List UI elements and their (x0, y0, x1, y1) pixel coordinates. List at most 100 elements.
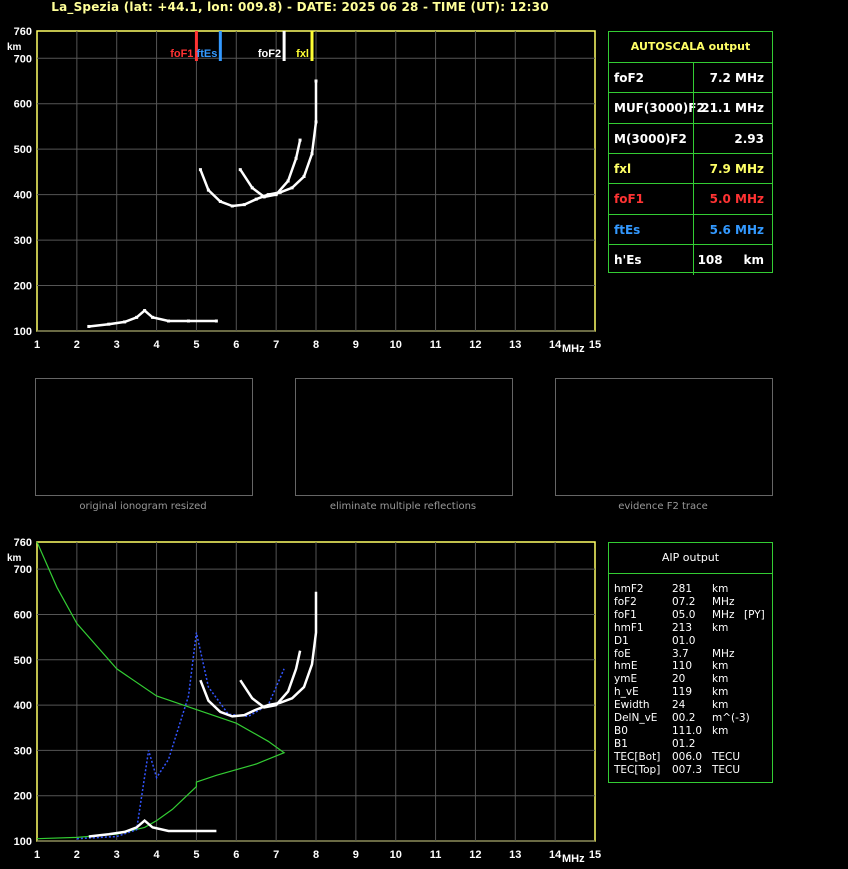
aip-value: 24 (672, 699, 686, 712)
aip-row: TEC[Bot] 006.0 TECU (614, 751, 769, 764)
x-tick-label: 9 (353, 849, 359, 861)
aip-panel: AIP output hmF2 281 km foF2 07.2 MHz foF1 05.0 M… (608, 542, 773, 783)
autoscala-row: foF2 7.2 MHz (609, 62, 772, 93)
aip-key: ymE (614, 673, 638, 686)
caption-eliminate: eliminate multiple reflections (329, 501, 477, 512)
aip-row: B0 111.0 km (614, 725, 769, 738)
x-tick-label: 11 (430, 339, 442, 351)
y-tick-label: 700 (14, 564, 32, 576)
x-tick-label: 2 (74, 339, 80, 351)
x-tick-label: 14 (549, 849, 562, 861)
aip-value: 00.2 (672, 712, 696, 724)
autoscala-key: M(3000)F2 (614, 131, 687, 146)
aip-row: hmF1 213 km (614, 622, 769, 635)
profile-series-0 (36, 541, 286, 840)
aip-row: hmF2 281 km (614, 583, 769, 596)
x-tick-label: 8 (313, 339, 319, 351)
autoscala-row: fxl 7.9 MHz (609, 152, 772, 184)
x-tick-label: 12 (469, 339, 481, 351)
y-tick-label: 500 (14, 144, 32, 156)
x-tick-label: 3 (114, 849, 120, 861)
autoscala-divider (693, 93, 694, 124)
aip-value: 119 (672, 686, 693, 699)
aip-key: B1 (614, 737, 628, 750)
x-tick-label: 15 (589, 849, 601, 861)
marker-label-ftEs: ftEs (197, 48, 218, 60)
aip-value: 281 (672, 583, 693, 595)
y-axis-label: km (7, 42, 22, 53)
x-tick-label: 9 (353, 339, 359, 351)
autoscala-divider (693, 123, 694, 154)
y-tick-label: 600 (14, 609, 32, 621)
x-tick-label: 6 (233, 849, 239, 861)
autoscala-divider (693, 153, 694, 184)
y-tick-label: 200 (14, 791, 32, 803)
x-axis-label: MHz (562, 853, 585, 865)
autoscala-key: ftEs (614, 222, 641, 237)
x-tick-label: 1 (34, 339, 40, 351)
x-tick-label: 6 (233, 339, 239, 351)
x-tick-label: 7 (273, 339, 279, 351)
aip-key: B0 (614, 724, 628, 737)
echo-trace-copy-0 (88, 818, 217, 838)
page-title: La_Spezia (lat: +44.1, lon: 009.8) - DAT… (51, 0, 549, 14)
aip-unit: TECU (712, 763, 741, 776)
thumbnail-original (35, 378, 253, 496)
y-axis-label: km (7, 553, 22, 564)
aip-row: h_vE 119 km (614, 686, 769, 699)
x-tick-label: 7 (273, 849, 279, 861)
y-tick-label: 300 (14, 745, 32, 757)
aip-row: foE 3.7 MHz (614, 648, 769, 661)
autoscala-row: MUF(3000)F2 21.1 MHz (609, 92, 772, 124)
x-tick-label: 13 (509, 849, 521, 861)
aip-row: hmE 110 km (614, 660, 769, 673)
y-tick-label: 400 (14, 700, 32, 712)
y-tick-label: 100 (14, 326, 32, 338)
echo-trace-0 (88, 308, 217, 328)
x-tick-label: 4 (154, 339, 161, 351)
x-tick-label: 15 (589, 339, 601, 351)
aip-value: 110 (672, 660, 693, 673)
marker-label-fxl: fxl (296, 48, 309, 60)
aip-key: h_vE (614, 686, 639, 699)
autoscala-row: foF1 5.0 MHz (609, 183, 772, 215)
autoscala-value: 21.1 MHz (701, 101, 764, 116)
marker-label-foF2: foF2 (258, 48, 281, 60)
aip-row: ymE 20 km (614, 673, 769, 686)
y-tick-label: 300 (14, 235, 32, 247)
x-tick-label: 5 (193, 339, 199, 351)
marker-label-foF1: foF1 (170, 48, 193, 60)
autoscala-key: foF1 (614, 192, 645, 207)
aip-key: hmF1 (614, 621, 644, 634)
autoscala-key: fxl (614, 161, 632, 176)
aip-value: 07.2 (672, 595, 696, 608)
aip-value: 007.3 (672, 763, 703, 776)
aip-unit: km (712, 660, 729, 673)
x-tick-label: 4 (154, 849, 161, 861)
aip-row: D1 01.0 (614, 635, 769, 648)
aip-key: Ewidth (614, 699, 650, 712)
y-tick-label: 760 (14, 537, 32, 549)
y-tick-label: 400 (14, 190, 32, 202)
caption-original: original ionogram resized (79, 501, 207, 512)
x-tick-label: 3 (114, 339, 120, 351)
y-tick-label: 600 (14, 99, 32, 111)
x-tick-label: 11 (430, 849, 442, 861)
caption-evidence: evidence F2 trace (618, 501, 708, 512)
autoscala-divider (693, 184, 694, 215)
y-tick-label: 200 (14, 281, 32, 293)
aip-key: foF1 (614, 608, 637, 621)
aip-unit: km (712, 621, 729, 634)
aip-row: TEC[Top] 007.3 TECU (614, 764, 769, 777)
aip-key: TEC[Bot] (614, 750, 661, 763)
autoscala-divider (693, 63, 694, 93)
x-tick-label: 10 (390, 849, 402, 861)
aip-key: hmF2 (614, 583, 644, 595)
autoscala-row: h'Es 108 km (609, 243, 772, 275)
x-tick-label: 10 (390, 339, 402, 351)
aip-row: foF2 07.2 MHz (614, 596, 769, 609)
aip-key: D1 (614, 634, 629, 647)
aip-unit: TECU (712, 750, 741, 763)
echo-trace-copy-1 (199, 591, 318, 718)
autoscala-divider (693, 244, 694, 275)
